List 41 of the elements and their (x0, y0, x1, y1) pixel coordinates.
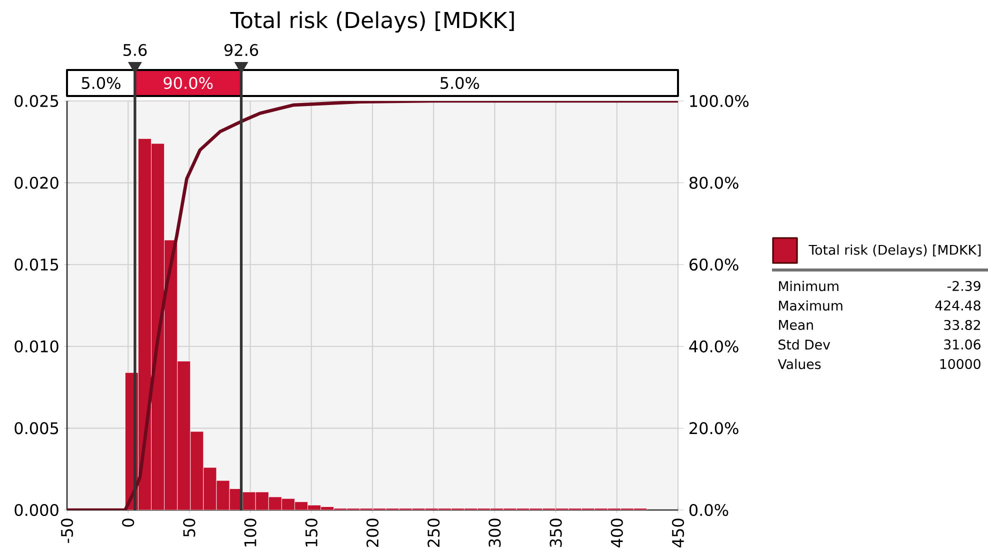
y-tick-label: 0.015 (14, 258, 58, 271)
y-tick-label: 0.010 (14, 340, 58, 352)
y2-tick-label: 60.0% (690, 258, 738, 271)
x-tick-label: 150 (305, 518, 318, 546)
text: Values (778, 358, 821, 370)
y2-tick-label: 0.0% (689, 504, 728, 516)
text: Std Dev (778, 339, 830, 350)
chart-title: Total risk (Delays) [MDKK] (230, 11, 514, 33)
text: Maximum (779, 300, 842, 311)
y2-tick-label: 80.0% (689, 176, 738, 189)
x-tick-label: 0 (122, 518, 134, 527)
text: 90.0% (164, 76, 213, 90)
text: 33.82 (944, 320, 980, 330)
text: 31.06 (944, 339, 980, 350)
x-tick-label: 250 (428, 518, 440, 547)
x-tick-label: 400 (610, 518, 623, 548)
x-tick-label: 450 (672, 518, 684, 548)
y-tick-label: 0.020 (14, 176, 58, 189)
x-tick-label: 100 (244, 518, 256, 546)
text: Mean (779, 320, 813, 330)
text: -2.39 (947, 280, 980, 292)
y2-tick-label: 20.0% (690, 422, 738, 434)
ref-line-label: 5.6 (123, 44, 147, 56)
ref-line-label: 92.6 (224, 44, 258, 56)
text: 5.0% (82, 76, 120, 90)
y2-tick-label: 100.0% (690, 94, 749, 108)
text: 10000 (940, 358, 980, 370)
y-tick-label: 0.005 (14, 422, 58, 434)
text: 5.0% (440, 76, 480, 90)
x-tick-label: -50 (60, 518, 74, 543)
text: Minimum (779, 280, 838, 292)
line-series (67, 100, 678, 510)
y2-tick-label: 40.0% (689, 340, 738, 352)
legend-label: Total risk (Delays) [MDKK] (808, 244, 981, 258)
x-tick-label: 300 (488, 518, 501, 547)
text: 424.48 (935, 300, 980, 311)
x-tick-label: 200 (366, 518, 379, 547)
x-tick-label: 50 (183, 518, 196, 537)
y-tick-label: 0.000 (14, 504, 58, 516)
x-tick-label: 350 (550, 518, 562, 547)
y-tick-label: 0.025 (14, 94, 58, 108)
